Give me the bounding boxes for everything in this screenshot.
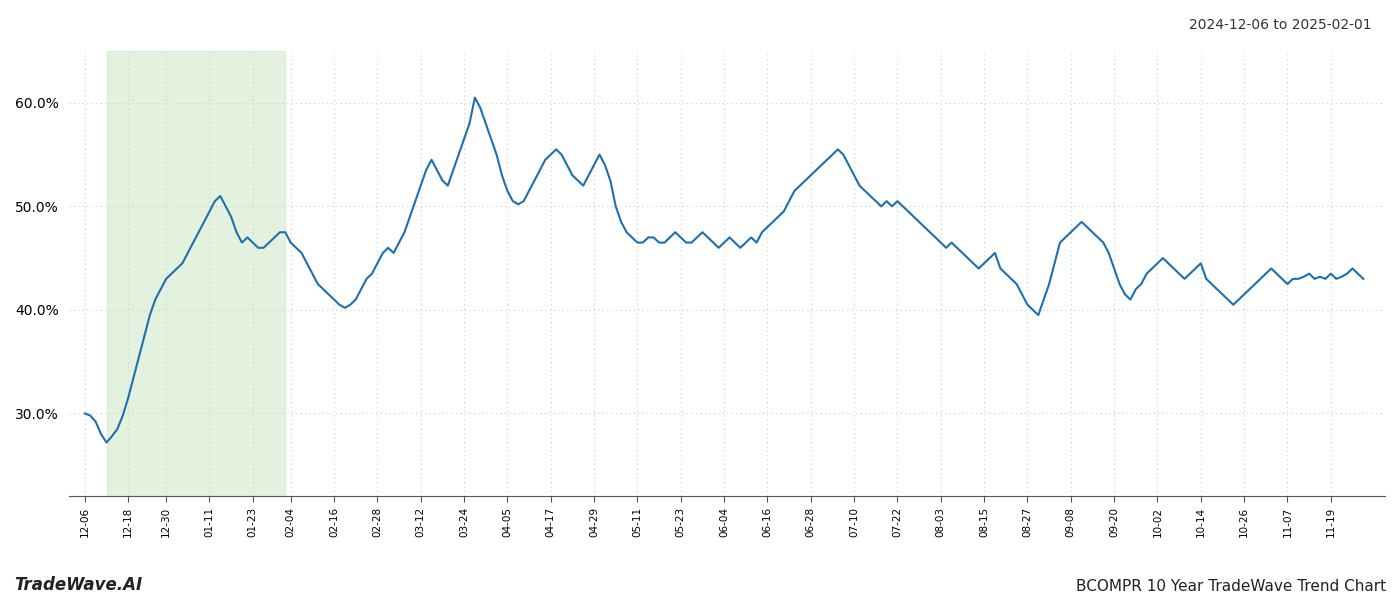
Text: TradeWave.AI: TradeWave.AI [14,576,143,594]
Bar [106,51,286,496]
Text: BCOMPR 10 Year TradeWave Trend Chart: BCOMPR 10 Year TradeWave Trend Chart [1075,579,1386,594]
Text: 2024-12-06 to 2025-02-01: 2024-12-06 to 2025-02-01 [1190,18,1372,32]
